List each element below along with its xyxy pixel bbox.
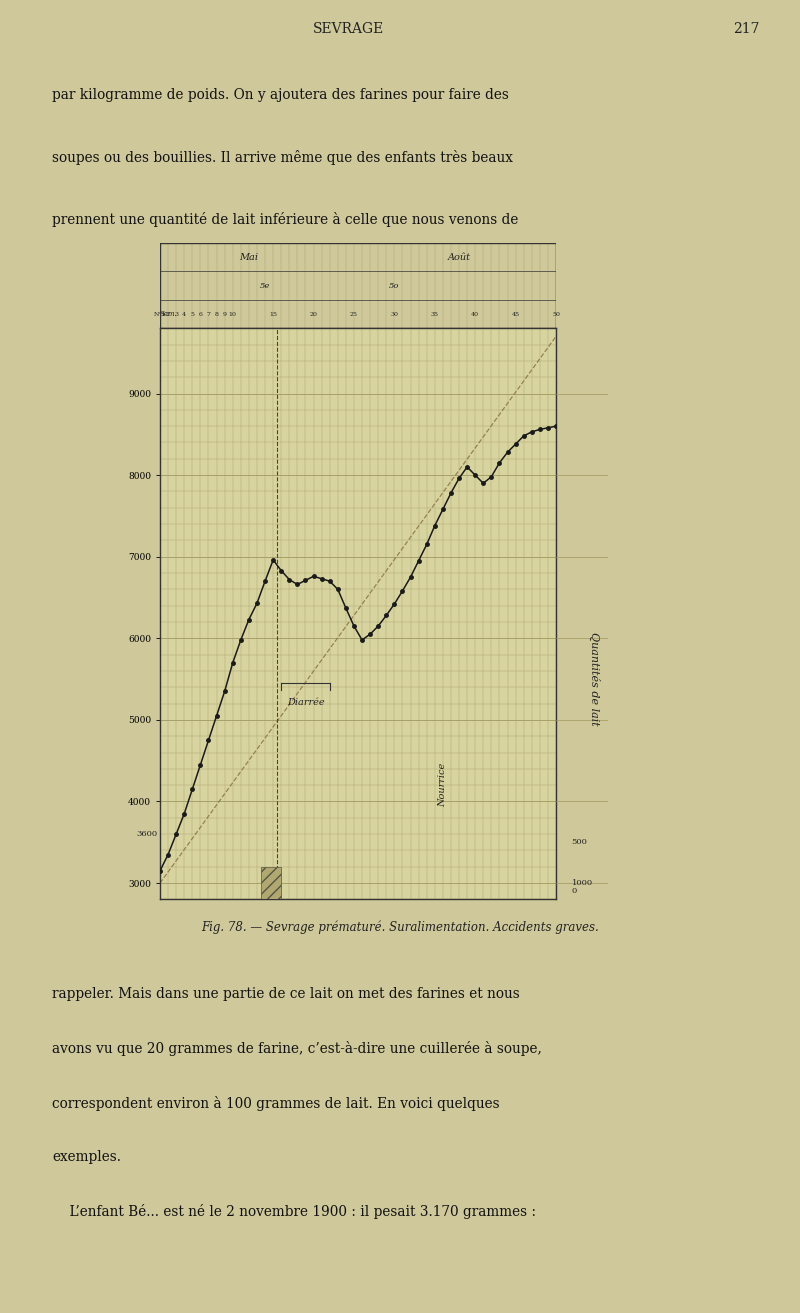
Text: 3600: 3600 (137, 830, 158, 838)
Text: SEVRAGE: SEVRAGE (312, 22, 384, 35)
Text: Août: Août (447, 252, 470, 261)
Text: 30: 30 (390, 311, 398, 316)
Text: rappeler. Mais dans une partie de ce lait on met des farines et nous: rappeler. Mais dans une partie de ce lai… (52, 987, 520, 1001)
Text: exemples.: exemples. (52, 1150, 121, 1165)
Text: Nourrice: Nourrice (438, 763, 447, 807)
Text: L’enfant Bé... est né le 2 novembre 1900 : il pesait 3.170 grammes :: L’enfant Bé... est né le 2 novembre 1900… (52, 1204, 536, 1220)
Text: 25: 25 (350, 311, 358, 316)
Text: Diarrée: Diarrée (286, 699, 324, 706)
Text: Sem.: Sem. (160, 310, 178, 318)
Text: 10: 10 (229, 311, 237, 316)
Text: prennent une quantité de lait inférieure à celle que nous venons de: prennent une quantité de lait inférieure… (52, 213, 518, 227)
Text: par kilogramme de poids. On y ajoutera des farines pour faire des: par kilogramme de poids. On y ajoutera d… (52, 88, 509, 102)
Text: 20: 20 (310, 311, 318, 316)
Text: 45: 45 (511, 311, 520, 316)
Text: 35: 35 (430, 311, 438, 316)
Text: 5o: 5o (389, 281, 399, 290)
Text: 0: 0 (571, 888, 577, 895)
Text: 15: 15 (269, 311, 277, 316)
Text: 5e: 5e (260, 281, 270, 290)
Text: correspondent environ à 100 grammes de lait. En voici quelques: correspondent environ à 100 grammes de l… (52, 1095, 500, 1111)
Text: 4: 4 (182, 311, 186, 316)
Text: 7: 7 (206, 311, 210, 316)
Text: 50: 50 (552, 311, 560, 316)
Text: 5: 5 (190, 311, 194, 316)
Bar (261, 867, 282, 899)
Text: 9: 9 (222, 311, 226, 316)
Text: N°1: N°1 (154, 311, 166, 316)
Text: 6: 6 (198, 311, 202, 316)
Text: Fig. 78. — Sevrage prématuré. Suralimentation. Accidents graves.: Fig. 78. — Sevrage prématuré. Suraliment… (201, 920, 599, 934)
Text: 500: 500 (571, 838, 587, 847)
Text: Quantités de lait: Quantités de lait (590, 633, 601, 726)
Text: Mai: Mai (239, 252, 258, 261)
Text: 1000: 1000 (571, 880, 593, 888)
Text: 2: 2 (166, 311, 170, 316)
Text: 8: 8 (214, 311, 218, 316)
Text: 3: 3 (174, 311, 178, 316)
Text: 40: 40 (471, 311, 479, 316)
Text: soupes ou des bouillies. Il arrive même que des enfants très beaux: soupes ou des bouillies. Il arrive même … (52, 150, 513, 165)
Text: avons vu que 20 grammes de farine, c’est-à-dire une cuillerée à soupe,: avons vu que 20 grammes de farine, c’est… (52, 1041, 542, 1056)
Text: 217: 217 (734, 22, 760, 35)
